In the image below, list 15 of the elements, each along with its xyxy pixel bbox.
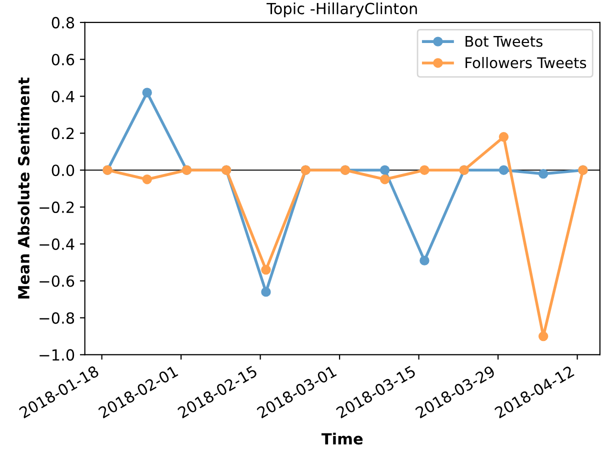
y-tick-label: −0.8	[40, 312, 74, 324]
x-axis-title: Time	[321, 432, 363, 445]
chart-title: Topic -HillaryClinton	[266, 2, 417, 18]
y-tick-label: −1.0	[40, 349, 74, 361]
y-tick-label: 0.8	[52, 16, 74, 28]
y-tick-label: −0.6	[40, 275, 74, 287]
legend-label: Followers Tweets	[466, 56, 586, 68]
legend-label: Bot Tweets	[466, 36, 542, 47]
y-tick-label: −0.4	[40, 238, 74, 250]
y-axis-title: Mean Absolute Sentiment	[18, 78, 30, 299]
y-tick-label: −0.2	[40, 202, 74, 214]
y-tick-label: 0.4	[52, 90, 74, 102]
y-tick-label: 0.2	[52, 128, 74, 140]
y-tick-label: 0.0	[52, 164, 74, 176]
y-tick-label: 0.6	[52, 54, 74, 66]
